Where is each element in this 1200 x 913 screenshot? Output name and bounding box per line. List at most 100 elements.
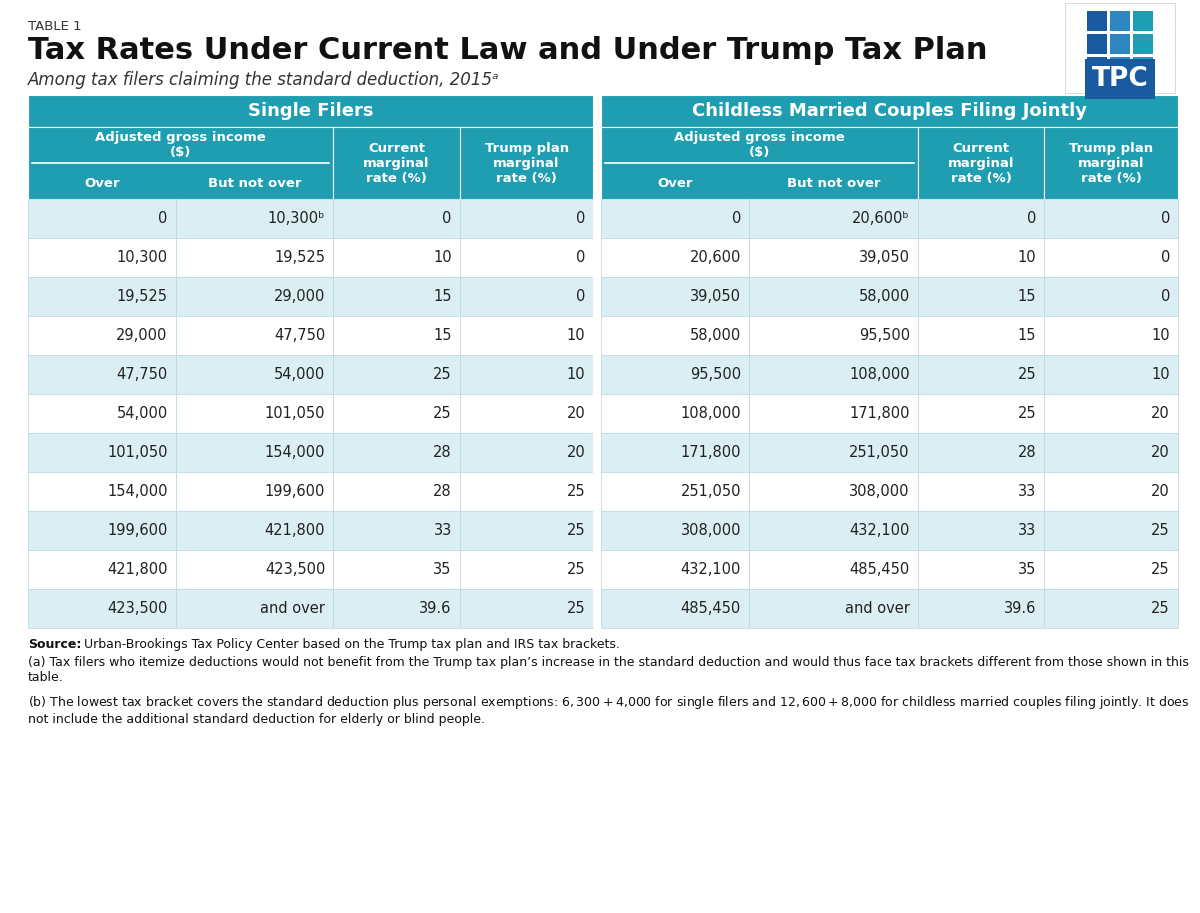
Bar xyxy=(28,472,175,511)
Bar xyxy=(175,394,334,433)
Bar xyxy=(749,355,918,394)
Bar xyxy=(593,589,601,628)
Bar xyxy=(28,127,334,199)
Bar xyxy=(918,550,1044,589)
Bar xyxy=(334,550,460,589)
Text: 29,000: 29,000 xyxy=(116,328,168,343)
Text: 432,100: 432,100 xyxy=(850,523,910,538)
Bar xyxy=(1044,472,1178,511)
Text: TPC: TPC xyxy=(1092,66,1148,92)
Bar xyxy=(749,472,918,511)
Text: 0: 0 xyxy=(576,289,586,304)
Bar xyxy=(593,316,601,355)
Bar xyxy=(28,355,175,394)
Bar xyxy=(1044,277,1178,316)
Text: 28: 28 xyxy=(1018,445,1037,460)
Text: Current
marginal
rate (%): Current marginal rate (%) xyxy=(364,142,430,184)
Bar xyxy=(28,316,175,355)
Text: But not over: But not over xyxy=(208,176,301,190)
Text: Single Filers: Single Filers xyxy=(248,102,373,120)
Text: 20: 20 xyxy=(566,445,586,460)
Bar xyxy=(601,511,749,550)
Text: 308,000: 308,000 xyxy=(850,484,910,499)
Text: 25: 25 xyxy=(1018,406,1037,421)
Bar xyxy=(1133,11,1153,31)
Bar xyxy=(601,199,749,238)
Bar xyxy=(175,589,334,628)
Bar xyxy=(1087,57,1108,77)
Bar xyxy=(460,433,593,472)
Text: 29,000: 29,000 xyxy=(274,289,325,304)
Bar xyxy=(1110,34,1130,54)
Text: 15: 15 xyxy=(433,328,451,343)
Text: 25: 25 xyxy=(566,562,586,577)
Text: 15: 15 xyxy=(433,289,451,304)
Text: 95,500: 95,500 xyxy=(859,328,910,343)
Bar xyxy=(749,433,918,472)
Text: 0: 0 xyxy=(443,211,451,226)
Text: 432,100: 432,100 xyxy=(680,562,742,577)
Bar xyxy=(601,550,749,589)
Text: Tax Rates Under Current Law and Under Trump Tax Plan: Tax Rates Under Current Law and Under Tr… xyxy=(28,36,988,65)
Bar xyxy=(593,95,601,127)
Text: 25: 25 xyxy=(1151,601,1170,616)
Bar xyxy=(918,511,1044,550)
Bar xyxy=(601,433,749,472)
Text: 28: 28 xyxy=(433,484,451,499)
Bar xyxy=(918,472,1044,511)
Text: 39,050: 39,050 xyxy=(690,289,742,304)
Text: 0: 0 xyxy=(158,211,168,226)
Text: 28: 28 xyxy=(433,445,451,460)
Bar xyxy=(918,277,1044,316)
Bar xyxy=(749,550,918,589)
Text: 39.6: 39.6 xyxy=(419,601,451,616)
Text: 108,000: 108,000 xyxy=(850,367,910,382)
Text: 423,500: 423,500 xyxy=(107,601,168,616)
Bar xyxy=(593,127,601,199)
Text: 101,050: 101,050 xyxy=(265,406,325,421)
Bar xyxy=(601,238,749,277)
Bar xyxy=(593,511,601,550)
Bar xyxy=(918,589,1044,628)
Text: 15: 15 xyxy=(1018,289,1037,304)
Bar xyxy=(334,355,460,394)
Text: 10,300: 10,300 xyxy=(116,250,168,265)
Text: 421,800: 421,800 xyxy=(107,562,168,577)
Bar xyxy=(1044,550,1178,589)
Text: 33: 33 xyxy=(433,523,451,538)
Text: Trump plan
marginal
rate (%): Trump plan marginal rate (%) xyxy=(1069,142,1153,184)
Text: Adjusted gross income
($): Adjusted gross income ($) xyxy=(95,131,266,159)
Text: 20,600: 20,600 xyxy=(690,250,742,265)
Text: 199,600: 199,600 xyxy=(107,523,168,538)
Bar xyxy=(593,238,601,277)
Text: 10: 10 xyxy=(1151,328,1170,343)
Text: 0: 0 xyxy=(1160,211,1170,226)
Bar xyxy=(460,277,593,316)
Bar xyxy=(175,277,334,316)
Text: and over: and over xyxy=(260,601,325,616)
Text: 10: 10 xyxy=(433,250,451,265)
Bar xyxy=(28,511,175,550)
Bar xyxy=(749,589,918,628)
Bar xyxy=(918,238,1044,277)
Bar xyxy=(601,316,749,355)
Text: 171,800: 171,800 xyxy=(850,406,910,421)
Bar xyxy=(460,550,593,589)
Bar xyxy=(1044,433,1178,472)
Bar xyxy=(1133,57,1153,77)
Bar xyxy=(1044,355,1178,394)
Bar xyxy=(28,277,175,316)
Bar xyxy=(918,127,1044,199)
Text: 154,000: 154,000 xyxy=(265,445,325,460)
Text: Current
marginal
rate (%): Current marginal rate (%) xyxy=(948,142,1014,184)
Text: 19,525: 19,525 xyxy=(116,289,168,304)
Bar xyxy=(460,472,593,511)
Bar xyxy=(28,589,175,628)
Text: 20: 20 xyxy=(1151,484,1170,499)
Bar xyxy=(749,199,918,238)
Bar xyxy=(460,589,593,628)
Bar xyxy=(749,238,918,277)
Text: 25: 25 xyxy=(433,406,451,421)
Bar xyxy=(749,394,918,433)
Bar xyxy=(1044,589,1178,628)
